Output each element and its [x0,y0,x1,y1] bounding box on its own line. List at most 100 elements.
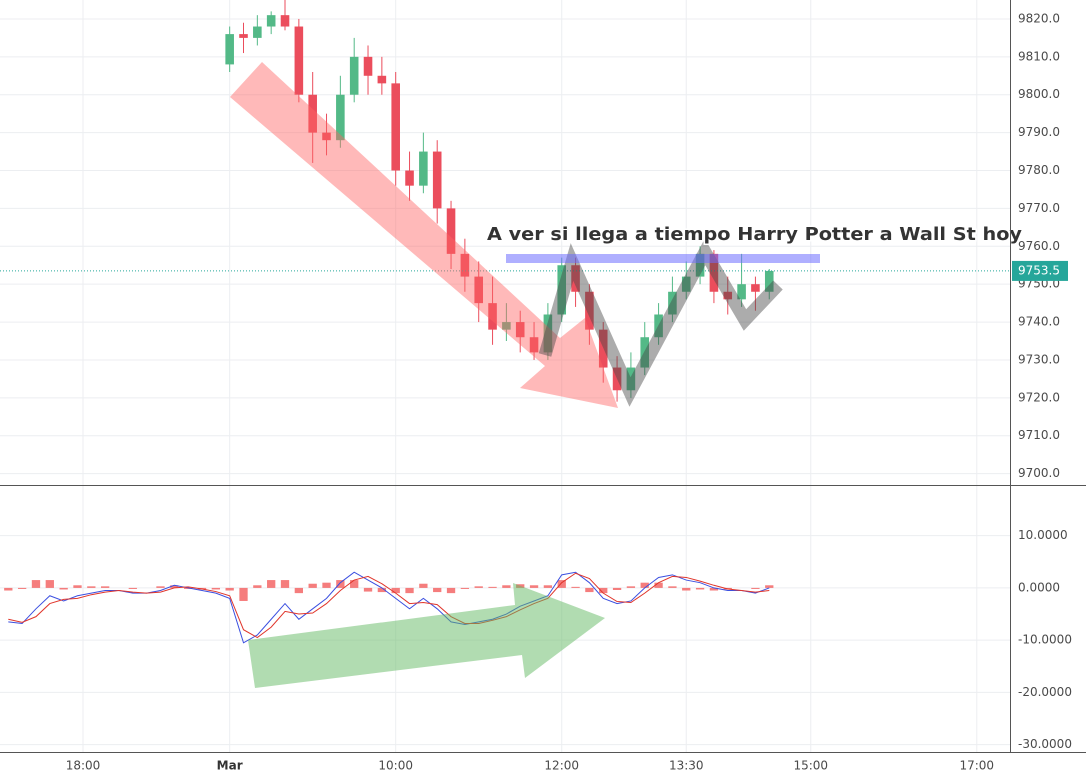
y-tick-label: 9720.0 [1018,390,1060,404]
y-tick-label: -10.0000 [1018,633,1072,647]
grid-layer [0,0,1010,752]
candle-body [322,132,331,141]
y-tick-label: 9800.0 [1018,87,1060,101]
y-tick-label: 9730.0 [1018,352,1060,366]
candle-body [460,253,470,277]
candle-body [280,15,290,27]
histogram-bar [571,586,580,588]
x-tick-label: 13:30 [669,759,704,773]
histogram-bar [156,586,165,588]
candle-body [764,270,774,292]
candle-body [668,291,677,315]
y-tick-label: 0.0000 [1018,580,1060,594]
candle-body [571,265,580,292]
histogram-bar [253,585,262,588]
histogram-bar [460,587,470,589]
histogram-bar [640,582,649,588]
candle-body [432,151,442,209]
histogram-bar [31,580,41,588]
histogram-bar [557,580,566,588]
annotation: A ver si llega a tiempo Harry Potter a W… [487,224,1022,245]
candle-body [377,75,387,84]
histogram-bar [446,587,456,594]
y-tick-label: 9770.0 [1018,201,1060,215]
histogram-bar [17,587,27,589]
candle-body [585,291,594,330]
x-tick-label: 17:00 [959,759,994,773]
histogram-bar [419,583,428,588]
y-tick-label: 9810.0 [1018,49,1060,63]
x-tick-label: Mar [217,759,243,773]
indicator-line [8,571,770,644]
x-tick-label: 15:00 [793,759,828,773]
resistance-band [506,254,820,263]
candle-body [239,34,248,38]
histogram-bar [599,587,608,594]
histogram-bar [308,583,317,588]
histogram-bar [529,585,539,588]
histogram-bar [405,587,414,594]
histogram-bar [695,587,705,590]
histogram-bar [184,587,193,589]
candle-body [626,367,636,391]
green-trend-arrow [248,583,605,688]
histogram-bar [474,586,483,588]
candle-body [612,367,622,391]
histogram-bar [101,586,110,588]
histogram-bar [363,587,373,592]
histogram-bar [709,587,719,591]
histogram-bar [280,580,290,588]
histogram-bar [543,585,553,588]
candle-body [737,284,746,300]
candle-body [529,337,539,353]
candle-body [557,265,567,315]
candle-body [709,253,719,292]
histogram-bar [239,587,248,601]
candle-body [225,34,234,65]
red-trend-arrow [230,62,618,408]
candle-body [446,208,456,254]
candle-body [308,94,317,133]
histogram-bar [87,586,96,588]
candle-body [336,94,345,141]
candle-body [695,253,705,277]
y-tick-label: 9760.0 [1018,239,1060,253]
histogram-bar [765,585,774,588]
histogram-bar [45,580,54,588]
histogram-bar [612,587,622,590]
candle-body [515,322,525,338]
candle-body [502,322,511,330]
candle-body [349,56,359,95]
histogram-bar [336,580,345,588]
candle-body [253,26,262,38]
y-tick-label: 9700.0 [1018,466,1060,480]
candle-body [488,303,497,330]
candle-body [405,170,414,186]
histogram-bar [377,587,387,593]
histogram-bar [668,586,677,588]
histogram-bar [294,587,303,594]
candle-body [543,314,553,353]
histogram-bar [170,585,179,588]
candle-body [474,276,484,304]
y-tick-label: -20.0000 [1018,685,1072,699]
histogram-bar [322,582,331,588]
histogram-bar [350,580,359,588]
y-tick-label: 10.0000 [1018,528,1068,542]
histogram-bar [433,587,442,593]
histogram-bar [585,587,594,593]
histogram-bar [488,586,497,588]
candle-body [266,15,276,27]
histogram-bar [502,585,511,588]
candle-body [681,276,691,292]
histogram-bar [211,587,220,590]
candle-body [654,314,663,338]
x-tick-label: 18:00 [66,759,101,773]
last-price-tag [1012,260,1068,281]
candle-body [723,291,733,300]
histogram-bar [225,587,234,591]
indicator-line [8,572,770,639]
histogram-bar [654,582,663,588]
candle-body [598,329,608,368]
